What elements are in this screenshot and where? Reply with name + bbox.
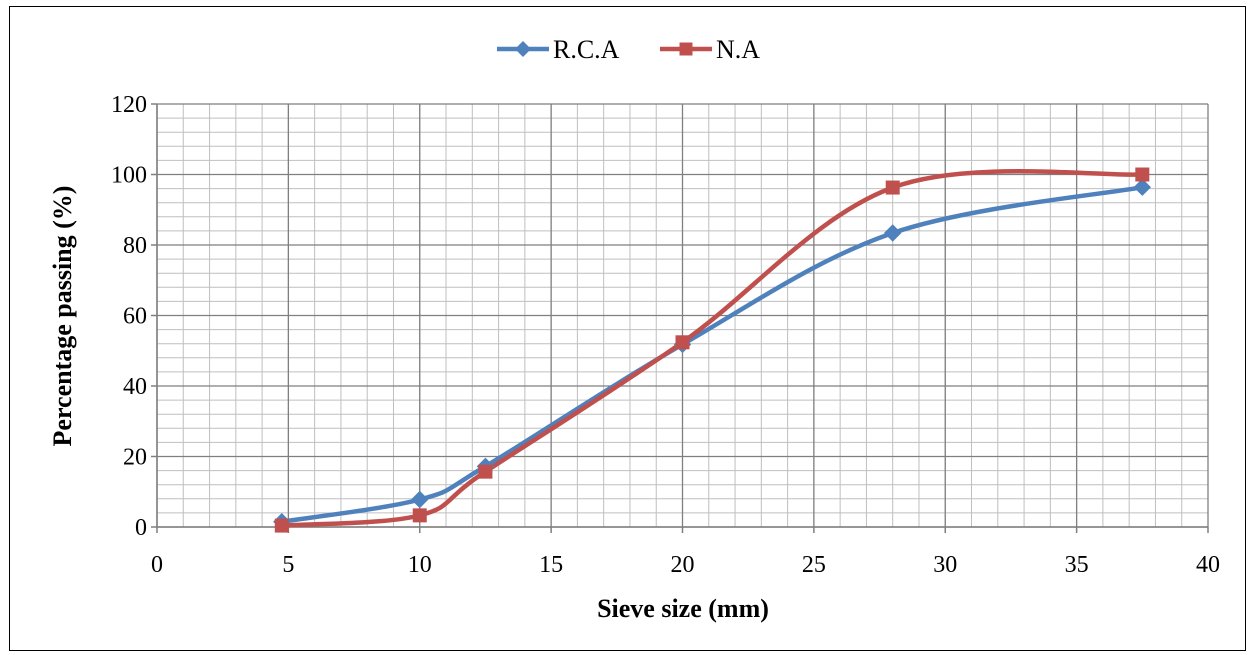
y-tick-label: 120 — [111, 92, 147, 118]
legend-item-rca: R.C.A — [497, 35, 620, 64]
legend: R.C.A N.A — [497, 35, 760, 64]
x-axis-title: Sieve size (mm) — [597, 594, 769, 623]
axes — [151, 103, 1209, 533]
data-point-na — [675, 335, 690, 350]
legend-label-rca: R.C.A — [553, 35, 620, 64]
y-axis-title: Percentage passing (%) — [48, 186, 77, 447]
x-tick-label: 10 — [408, 552, 432, 578]
y-tick-labels: 0 20 40 60 80 100 120 — [111, 92, 147, 541]
y-tick-label: 60 — [123, 304, 147, 330]
data-point-na — [885, 180, 900, 195]
data-point-rca — [411, 490, 429, 509]
y-tick-label: 80 — [123, 233, 147, 259]
series-markers — [273, 167, 1152, 533]
x-tick-label: 15 — [539, 552, 563, 578]
y-tick-label: 0 — [135, 515, 147, 541]
x-tick-labels: 0 5 10 15 20 25 30 35 40 — [151, 552, 1220, 578]
y-tick-label: 100 — [111, 163, 147, 189]
y-tick-label: 40 — [123, 374, 147, 400]
x-tick-label: 35 — [1065, 552, 1089, 578]
x-tick-label: 5 — [282, 552, 294, 578]
legend-square-marker — [679, 42, 693, 56]
x-tick-label: 40 — [1196, 552, 1220, 578]
y-tick-label: 20 — [123, 445, 147, 471]
legend-item-na: N.A — [660, 35, 760, 64]
x-tick-label: 30 — [933, 552, 957, 578]
series-line-rca — [279, 184, 1145, 524]
legend-diamond-marker — [515, 41, 531, 57]
data-point-na — [412, 508, 427, 523]
x-tick-label: 0 — [151, 552, 163, 578]
x-tick-label: 25 — [802, 552, 826, 578]
series-line-na — [279, 169, 1145, 528]
series-lines — [279, 169, 1145, 528]
data-point-na — [478, 464, 493, 479]
data-point-rca — [883, 224, 902, 242]
data-point-na — [274, 518, 289, 533]
x-tick-label: 20 — [671, 552, 695, 578]
chart-frame — [9, 6, 1246, 651]
data-point-na — [1135, 167, 1150, 182]
legend-label-na: N.A — [716, 35, 760, 64]
data-point-rca — [1133, 178, 1152, 196]
